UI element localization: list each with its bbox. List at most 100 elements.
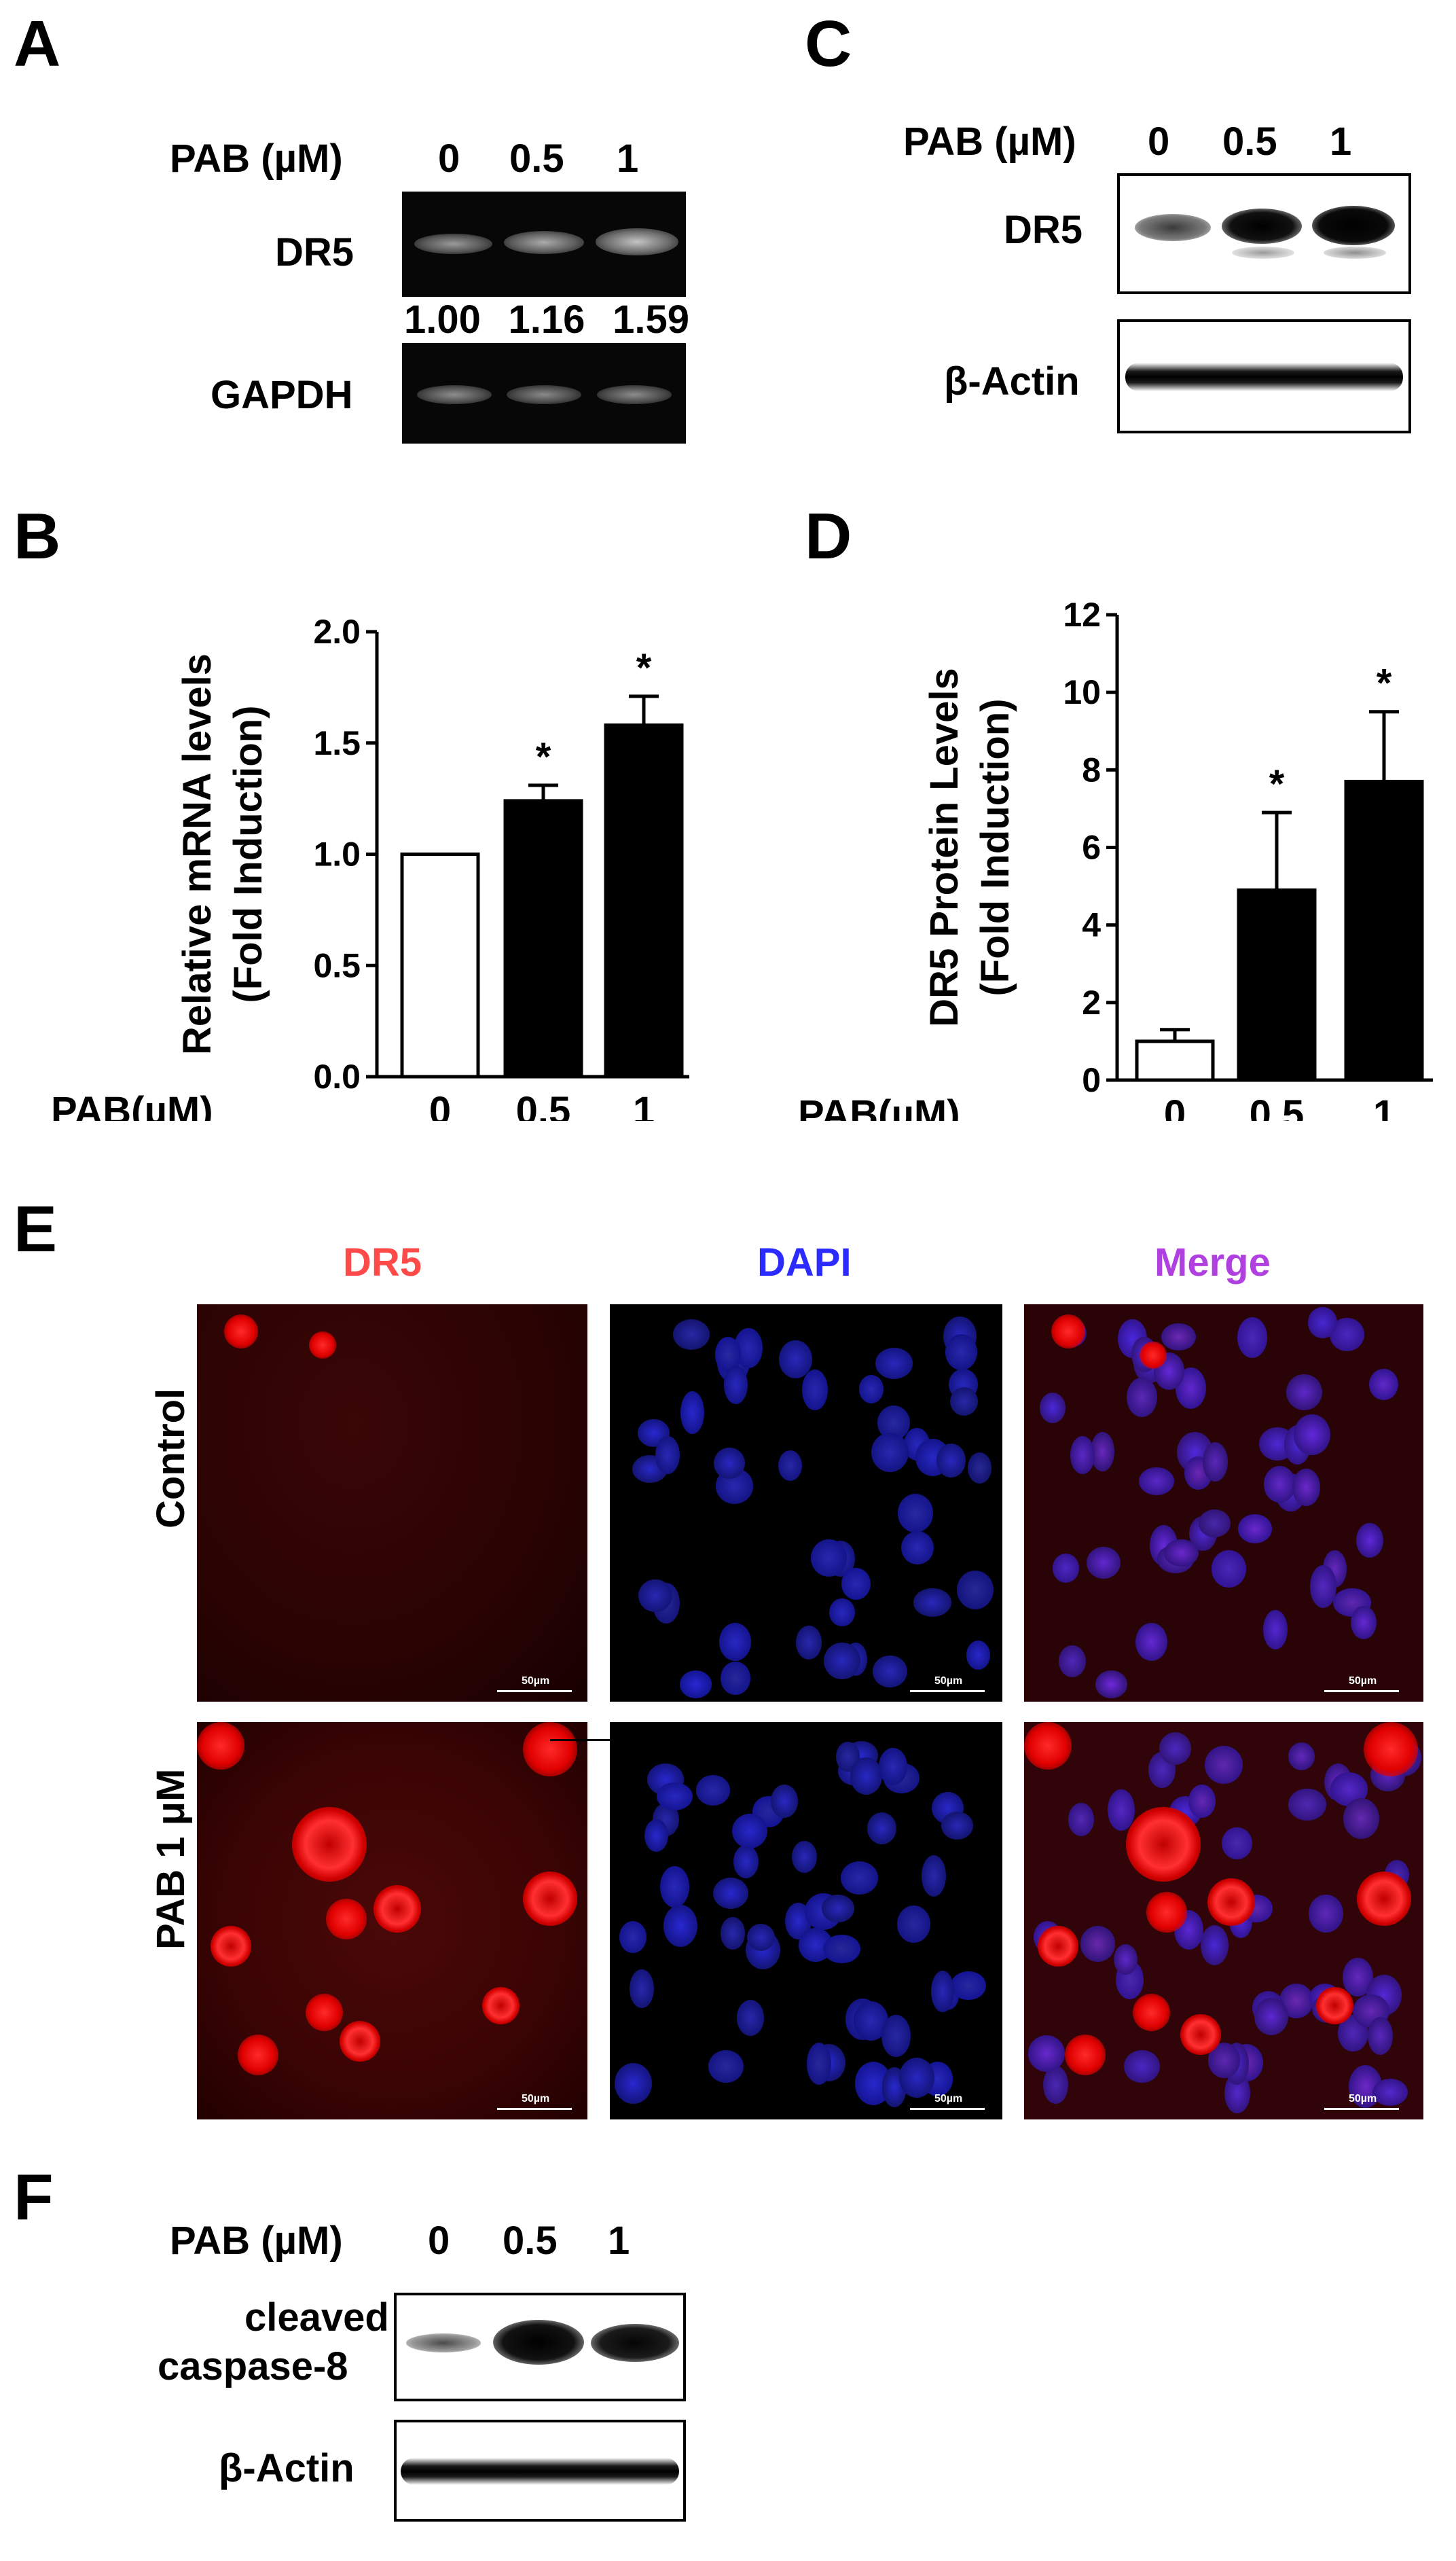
cell-nucleus <box>1355 1522 1383 1558</box>
bright-cell <box>1140 1342 1167 1369</box>
panel-f-caspase8-blot <box>394 2293 686 2401</box>
y-axis-title: DR5 Protein Levels <box>922 668 966 1027</box>
cell-nucleus <box>663 1904 698 1948</box>
gel-band <box>596 228 678 255</box>
cell-nucleus <box>1294 1414 1331 1456</box>
gel-band <box>504 231 584 254</box>
cell-nucleus <box>1028 2035 1066 2073</box>
cell-nucleus <box>1292 1469 1320 1507</box>
bright-cell <box>1126 1807 1201 1882</box>
cell-nucleus <box>1086 1546 1121 1579</box>
cell-nucleus <box>615 2063 652 2105</box>
cell-nucleus <box>680 1670 712 1699</box>
x-axis-title: PAB(µM) <box>51 1089 213 1121</box>
y-tick-label: 0.0 <box>313 1058 361 1096</box>
cell-nucleus <box>1254 1997 1289 2036</box>
y-axis-title-line2: (Fold Induction) <box>226 705 270 1003</box>
cell-nucleus <box>840 1861 879 1895</box>
panel-d-chart: 0 2 4 6 8 10 12 0 * 0.5 * 1 PAB(µM) DR5 Protein Level… <box>798 596 1433 1121</box>
y-tick-label: 12 <box>1063 596 1101 634</box>
panel-c-dose-1: 1 <box>1330 120 1352 164</box>
y-axis-title: Relative mRNA levels <box>175 653 219 1055</box>
cell-nucleus <box>1113 1944 1138 1975</box>
cell-nucleus <box>680 1391 705 1435</box>
cell-nucleus <box>1367 2017 1394 2056</box>
control-dapi-image <box>610 1304 1002 1702</box>
panel-a-dose-1: 1 <box>617 137 639 181</box>
y-tick-label: 0.5 <box>313 946 361 984</box>
cell-nucleus <box>795 1626 822 1660</box>
cell-nucleus <box>913 1588 951 1617</box>
cell-nucleus <box>966 1641 991 1670</box>
bright-cell <box>1207 1878 1255 1926</box>
panel-a-dr5-label: DR5 <box>275 230 354 274</box>
blot-band <box>493 2320 584 2365</box>
scale-bar <box>910 2108 985 2110</box>
panel-e-letter: E <box>14 1193 58 1266</box>
panel-f-dose-0: 0 <box>428 2219 450 2263</box>
bright-cell <box>523 1722 577 1776</box>
cell-nucleus <box>1068 1803 1095 1837</box>
cell-nucleus <box>931 1971 955 2012</box>
bright-cell <box>1038 1926 1078 1967</box>
pab-dapi-image <box>610 1722 1002 2119</box>
cell-nucleus <box>1307 1307 1338 1338</box>
gel-band <box>417 385 492 404</box>
cell-nucleus <box>811 1539 848 1577</box>
significance-marker: * <box>636 646 652 690</box>
cell-nucleus <box>778 1450 803 1481</box>
bright-cell <box>224 1314 258 1348</box>
blot-band <box>591 2324 679 2362</box>
cell-nucleus <box>871 1432 909 1473</box>
panel-f-cleaved-label: cleaved <box>244 2295 389 2340</box>
blot-band <box>1135 214 1211 241</box>
cell-nucleus <box>696 1775 731 1806</box>
y-tick-label: 1.5 <box>313 724 361 762</box>
cell-nucleus <box>1343 1798 1379 1839</box>
cell-nucleus <box>1080 1926 1116 1962</box>
bright-cell <box>306 1994 343 2031</box>
panel-a-treatment-label: PAB (µM) <box>170 137 343 181</box>
panel-c-dr5-label: DR5 <box>1004 208 1083 252</box>
bright-cell <box>1364 1722 1418 1776</box>
cell-nucleus <box>823 1934 861 1964</box>
y-tick-label: 8 <box>1082 751 1101 789</box>
scale-label: 50µm <box>934 2093 963 2105</box>
panel-f-letter: F <box>14 2161 54 2234</box>
x-tick-label: 0.5 <box>1250 1092 1305 1121</box>
cell-nucleus <box>736 1999 765 2036</box>
bright-cell <box>211 1926 251 1967</box>
y-axis-title-line2: (Fold Induction) <box>973 698 1017 996</box>
scale-bar <box>1324 1690 1399 1692</box>
cell-nucleus <box>850 1757 883 1795</box>
cell-nucleus <box>1070 1436 1095 1474</box>
y-tick-label: 1.0 <box>313 836 361 874</box>
cell-nucleus <box>721 1662 750 1695</box>
panel-a-gapdh-label: GAPDH <box>211 373 353 417</box>
significance-marker: * <box>1269 762 1285 806</box>
bar <box>1344 779 1424 1082</box>
significance-marker: * <box>1377 662 1392 706</box>
cell-nucleus <box>659 1866 689 1908</box>
panel-a-dose-0: 0 <box>438 137 460 181</box>
cell-nucleus <box>1286 1374 1322 1410</box>
cell-nucleus <box>1203 1441 1228 1482</box>
cell-nucleus <box>806 2043 831 2085</box>
bright-cell <box>1316 1987 1353 2024</box>
cell-nucleus <box>950 1386 979 1416</box>
cell-nucleus <box>673 1319 710 1350</box>
scale-label: 50µm <box>934 1675 963 1687</box>
cell-nucleus <box>1127 1378 1157 1417</box>
bar <box>400 853 480 1079</box>
cell-nucleus <box>746 1924 775 1952</box>
x-tick-label: 0 <box>429 1089 451 1121</box>
scale-label: 50µm <box>522 2093 550 2105</box>
cell-nucleus <box>1237 1514 1273 1544</box>
cell-nucleus <box>1372 2079 1408 2107</box>
cell-nucleus <box>921 1855 946 1897</box>
cell-nucleus <box>941 1811 973 1840</box>
cell-nucleus <box>1188 1785 1216 1819</box>
cell-nucleus <box>1095 1670 1127 1699</box>
panel-c-dr5-blot <box>1117 173 1411 294</box>
scale-label: 50µm <box>1349 2093 1377 2105</box>
